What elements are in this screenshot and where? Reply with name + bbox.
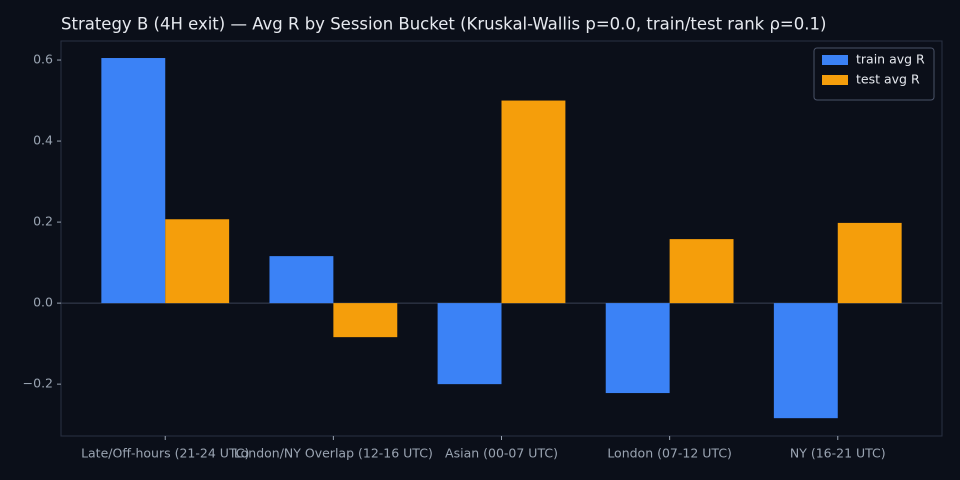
bar	[773, 303, 838, 419]
x-tick-label: NY (16-21 UTC)	[790, 446, 886, 461]
legend-swatch	[822, 55, 848, 65]
bar	[437, 303, 502, 385]
legend-swatch	[822, 75, 848, 85]
x-tick-label: Asian (00-07 UTC)	[445, 446, 558, 461]
y-tick-label: 0.2	[33, 214, 53, 229]
x-tick-label: London/NY Overlap (12-16 UTC)	[234, 446, 433, 461]
bar	[605, 303, 670, 394]
legend-label: train avg R	[856, 52, 925, 67]
y-tick-label: 0.6	[33, 52, 53, 67]
y-tick-label: 0.4	[33, 133, 53, 148]
legend-label: test avg R	[856, 72, 920, 87]
bar	[669, 239, 734, 304]
bar	[269, 256, 334, 304]
bar	[165, 219, 230, 304]
bar	[501, 100, 566, 304]
bar	[101, 58, 166, 304]
bar	[837, 222, 902, 304]
y-tick-label: 0.0	[33, 295, 53, 310]
x-tick-label: London (07-12 UTC)	[607, 446, 732, 461]
chart-title: Strategy B (4H exit) — Avg R by Session …	[61, 15, 826, 34]
bar	[333, 303, 398, 338]
y-tick-label: −0.2	[23, 376, 53, 391]
x-tick-label: Late/Off-hours (21-24 UTC)	[81, 446, 249, 461]
